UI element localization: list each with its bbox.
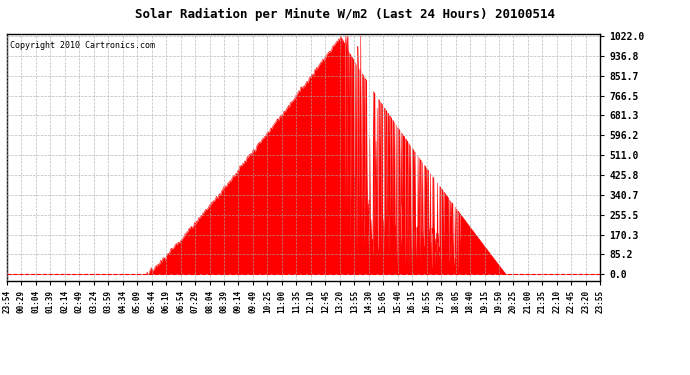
Text: Solar Radiation per Minute W/m2 (Last 24 Hours) 20100514: Solar Radiation per Minute W/m2 (Last 24… (135, 8, 555, 21)
Text: Copyright 2010 Cartronics.com: Copyright 2010 Cartronics.com (10, 41, 155, 50)
